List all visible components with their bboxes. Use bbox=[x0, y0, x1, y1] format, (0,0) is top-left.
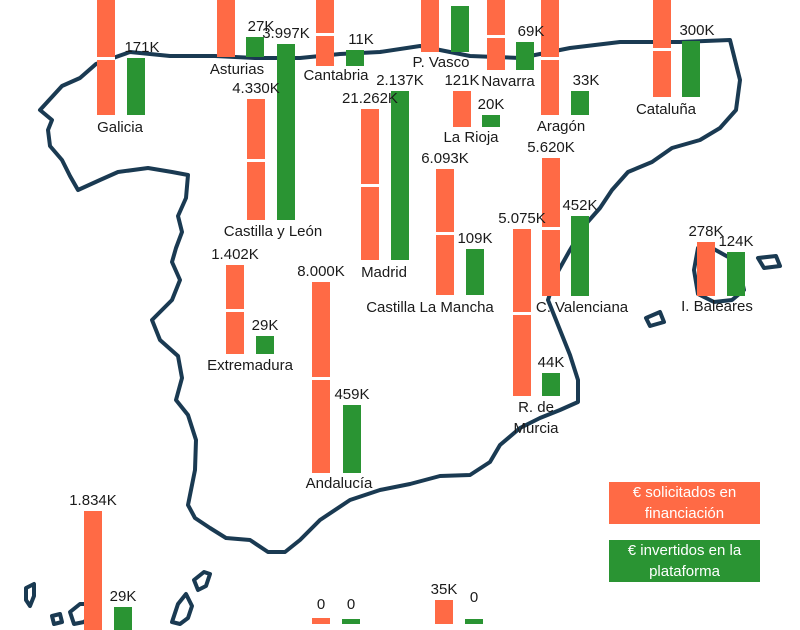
iberia-outline bbox=[38, 38, 742, 554]
label-solicitados-la-rioja: 121K bbox=[444, 72, 479, 89]
bar-invertidos-madrid bbox=[391, 91, 409, 260]
region-name-navarra: Navarra bbox=[481, 73, 535, 90]
bar-separator-castilla-la-mancha bbox=[436, 232, 454, 235]
bar-separator-castilla-y-leon bbox=[247, 159, 265, 162]
region-name-p-vasco: P. Vasco bbox=[413, 54, 470, 71]
label-invertidos-madrid: 2.137K bbox=[376, 72, 424, 89]
bar-solicitados-asturias bbox=[217, 0, 235, 57]
canary-island-5 bbox=[192, 570, 212, 592]
label-invertidos-navarra: 69K bbox=[518, 23, 545, 40]
label-invertidos-cataluna: 300K bbox=[679, 22, 714, 39]
label-invertidos-region: 0 bbox=[347, 596, 355, 613]
label-invertidos-extremadura: 29K bbox=[252, 317, 279, 334]
labels-layer: 171K Galicia 27K Asturias 11K Cantabria P. Vas… bbox=[69, 18, 753, 613]
bar-invertidos-asturias bbox=[246, 37, 264, 57]
bar-invertidos-region bbox=[465, 619, 483, 624]
canary-island-1 bbox=[24, 582, 36, 608]
label-solicitados-andalucia: 8.000K bbox=[297, 263, 345, 280]
bar-separator-madrid bbox=[361, 184, 379, 187]
label-invertidos-r-de-murcia: 44K bbox=[538, 354, 565, 371]
bar-invertidos-navarra bbox=[516, 42, 534, 70]
label-invertidos-aragon: 33K bbox=[573, 72, 600, 89]
menorca-outline bbox=[756, 254, 782, 270]
region-name-madrid: Madrid bbox=[361, 264, 407, 281]
bar-invertidos-la-rioja bbox=[482, 115, 500, 127]
label-invertidos-region: 29K bbox=[110, 588, 137, 605]
map-outline bbox=[24, 38, 782, 626]
bar-solicitados-region bbox=[435, 600, 453, 624]
region-name-aragon: Aragón bbox=[537, 118, 585, 135]
bar-invertidos-region bbox=[114, 607, 132, 630]
bar-separator-r-de-murcia bbox=[513, 312, 531, 315]
region-name-extremadura: Extremadura bbox=[207, 357, 294, 374]
label-invertidos-castilla-y-leon: 3.997K bbox=[262, 25, 310, 42]
label-solicitados-madrid: 21.262K bbox=[342, 90, 398, 107]
bar-separator-andalucia bbox=[312, 377, 330, 380]
label-solicitados-r-de-murcia: 5.075K bbox=[498, 210, 546, 227]
label-invertidos-castilla-la-mancha: 109K bbox=[457, 230, 492, 247]
label-invertidos-asturias: 27K bbox=[248, 18, 275, 35]
region-name-cantabria: Cantabria bbox=[303, 67, 369, 84]
bar-separator-cantabria bbox=[316, 33, 334, 36]
bar-invertidos-cataluna bbox=[682, 41, 700, 97]
label-solicitados-i-baleares: 278K bbox=[688, 223, 723, 240]
bars-layer bbox=[84, 0, 745, 630]
bar-solicitados-i-baleares bbox=[697, 242, 715, 296]
region-name-asturias: Asturias bbox=[210, 61, 264, 78]
bar-invertidos-extremadura bbox=[256, 336, 274, 354]
label-invertidos-region: 0 bbox=[470, 589, 478, 606]
label-invertidos-cantabria: 11K bbox=[348, 31, 374, 48]
label-invertidos-andalucia: 459K bbox=[334, 386, 369, 403]
bar-solicitados-p-vasco bbox=[421, 0, 439, 52]
bar-separator-c-valenciana bbox=[542, 227, 560, 230]
region-name-castilla-y-leon: Castilla y León bbox=[224, 223, 322, 240]
bar-solicitados-la-rioja bbox=[453, 91, 471, 127]
label-solicitados-region: 35K bbox=[431, 581, 458, 598]
bar-invertidos-p-vasco bbox=[451, 6, 469, 52]
canary-island-2 bbox=[50, 612, 64, 626]
bar-invertidos-cantabria bbox=[346, 50, 364, 66]
label-solicitados-castilla-y-leon: 4.330K bbox=[232, 80, 280, 97]
label-solicitados-region: 0 bbox=[317, 596, 325, 613]
bar-separator-galicia bbox=[97, 57, 115, 60]
label-invertidos-la-rioja: 20K bbox=[478, 96, 505, 113]
label-solicitados-castilla-la-mancha: 6.093K bbox=[421, 150, 469, 167]
bar-invertidos-aragon bbox=[571, 91, 589, 115]
label-invertidos-galicia: 171K bbox=[124, 39, 159, 56]
label-solicitados-extremadura: 1.402K bbox=[211, 246, 259, 263]
legend-item-invertidos: € invertidos en la plataforma bbox=[609, 540, 760, 582]
bar-separator-navarra bbox=[487, 35, 505, 38]
ibiza-outline bbox=[644, 310, 666, 328]
bar-separator-cataluna bbox=[653, 48, 671, 51]
bar-separator-aragon bbox=[541, 57, 559, 60]
region-name-cataluna: Cataluña bbox=[636, 101, 697, 118]
bar-separator-extremadura bbox=[226, 309, 244, 312]
bar-invertidos-galicia bbox=[127, 58, 145, 115]
label-solicitados-region: 1.834K bbox=[69, 492, 117, 509]
legend-item-solicitados: € solicitados en financiación bbox=[609, 482, 760, 524]
bar-solicitados-region bbox=[84, 511, 102, 630]
region-name-r-de-murcia: R. de Murcia bbox=[513, 399, 559, 437]
label-solicitados-c-valenciana: 5.620K bbox=[527, 139, 575, 156]
bar-invertidos-castilla-y-leon bbox=[277, 44, 295, 220]
bar-invertidos-castilla-la-mancha bbox=[466, 249, 484, 295]
bar-invertidos-andalucia bbox=[343, 405, 361, 473]
region-name-la-rioja: La Rioja bbox=[443, 129, 499, 146]
bar-invertidos-r-de-murcia bbox=[542, 373, 560, 396]
region-name-castilla-la-mancha: Castilla La Mancha bbox=[366, 299, 494, 316]
bar-invertidos-i-baleares bbox=[727, 252, 745, 296]
bar-invertidos-region bbox=[342, 619, 360, 624]
canary-island-4 bbox=[170, 592, 194, 626]
bar-solicitados-region bbox=[312, 618, 330, 624]
region-name-galicia: Galicia bbox=[97, 119, 144, 136]
region-name-c-valenciana: C. Valenciana bbox=[536, 299, 629, 316]
label-invertidos-i-baleares: 124K bbox=[718, 233, 753, 250]
label-invertidos-c-valenciana: 452K bbox=[562, 197, 597, 214]
region-name-andalucia: Andalucía bbox=[306, 475, 373, 492]
region-name-i-baleares: I. Baleares bbox=[681, 298, 753, 315]
bar-invertidos-c-valenciana bbox=[571, 216, 589, 296]
